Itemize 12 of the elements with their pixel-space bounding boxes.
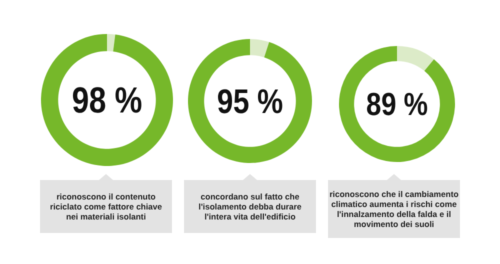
donut-slice	[339, 46, 455, 162]
text: riconoscono il contenuto riciclato come fattore chiave nei materiali isolanti	[50, 191, 162, 222]
donut-slice	[397, 46, 434, 71]
data-label: 98 %	[72, 81, 142, 122]
donut-slice	[188, 39, 312, 163]
donut-slice	[250, 39, 270, 58]
text: riconoscono che il cambiamento climatico aumenta i rischi come l'innalzamento della falda e il movimento dei suoli	[329, 188, 459, 229]
text: concordano sul fatto che l'isolamento debba durare l'intera vita dell'edificio	[198, 191, 302, 222]
data-label: 89 %	[366, 87, 428, 123]
donut-slice	[107, 34, 116, 52]
data-label: 95 %	[216, 82, 284, 120]
donut-slice	[41, 34, 173, 166]
